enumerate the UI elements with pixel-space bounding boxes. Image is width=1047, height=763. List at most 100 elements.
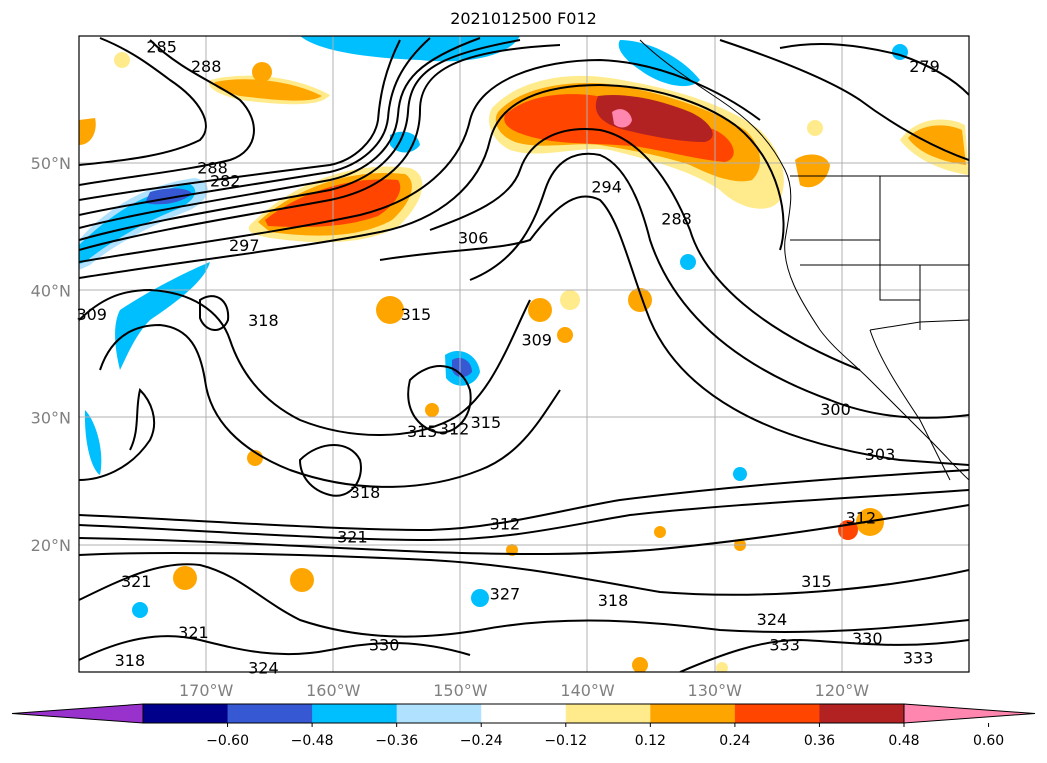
colorbar-tick-label: 0.60 [973,733,1004,749]
contour-line [79,288,531,436]
contour-label: 306 [458,229,489,248]
contour-line [719,39,969,161]
contour-label: 297 [229,236,260,255]
contour-label: 318 [350,483,381,502]
contour-line [79,551,969,596]
contour-label: 279 [909,57,940,76]
shade-dot-13 [132,602,148,618]
map-frame [78,35,970,673]
shade-neg-top2 [618,40,700,87]
longitude-label: 130°W [688,681,743,700]
shade-neg-coast [84,410,102,475]
colorbar-tick-label: −0.60 [206,733,249,749]
colorbar-tick-label: 0.48 [888,733,919,749]
contour-line [79,635,471,661]
contour-label: 333 [769,636,800,655]
coastlines [639,39,969,481]
shade-coast-pink [612,109,632,128]
contour-label: 309 [521,330,552,349]
latitude-label: 20°N [31,536,71,555]
shade-dot-1 [376,296,404,324]
longitude-label: 150°W [433,681,488,700]
contour-line [79,37,481,229]
shade-dot-15 [733,467,747,481]
contour-label: 288 [191,57,222,76]
contour-label: 324 [757,610,788,629]
shade-dot-9 [290,568,314,592]
contour-line [79,563,969,638]
colorbar-segment [312,704,398,723]
shade-dot-22 [114,52,130,68]
contour-label: 315 [401,305,432,324]
contour-line [79,44,561,251]
colorbar-extend-high [903,703,1036,724]
contour-line [779,43,969,96]
contour-line [407,365,472,434]
contour-label: 303 [865,445,896,464]
contour-label: 327 [490,585,521,604]
colorbar-segment [819,704,905,723]
contour-label: 300 [820,400,851,419]
contour-label: 333 [903,648,934,667]
longitude-label: 170°W [179,681,234,700]
north-america-coast [639,39,969,481]
colorbar-tick-label: −0.24 [460,733,503,749]
latitude-label: 50°N [31,154,71,173]
shade-dot-20 [632,657,648,672]
contour-label: 285 [146,38,177,57]
contour-line [79,37,431,216]
contour-label: 318 [115,651,146,670]
baja-coast [869,329,951,481]
contour-label: 321 [178,623,209,642]
latitude-label: 30°N [31,409,71,428]
contour-line [79,504,969,556]
colorbar-tick-label: 0.24 [719,733,750,749]
colorbar-segment [227,704,313,723]
contour-line [379,195,969,466]
shade-dot-18 [654,526,666,538]
shade-dot-4 [628,288,652,312]
longitude-label: 120°W [815,681,870,700]
contour-line [79,469,969,532]
colorbar-segment [650,704,736,723]
colorbar-tick-label: 0.12 [635,733,666,749]
shade-dot-23 [252,62,272,82]
contour-label: 315 [471,413,502,432]
map-title: 2021012500 F012 [450,9,597,28]
contour-label: 294 [591,178,622,197]
contour-label: 312 [846,508,877,527]
contour-label: 315 [407,422,438,441]
contour-label: 312 [490,515,521,534]
contour-label: 321 [121,572,152,591]
shade-neg-swirl [115,262,210,370]
contour-label: 330 [852,629,883,648]
longitude-labels: 170°W 160°W 150°W 140°W 130°W 120°W [179,681,869,700]
contour-label: 282 [210,171,241,190]
shade-dot-2 [528,298,552,322]
state-border [879,240,920,301]
colorbar-tick-label: −0.12 [544,733,587,749]
shade-coast-darkred [595,94,713,142]
shade-neg-west-cyan [79,184,196,264]
contour-label: 318 [248,311,279,330]
shade-bc [795,154,830,188]
colorbar-frame [142,703,905,724]
contour-label: 312 [439,419,470,438]
contour-label: 330 [369,636,400,655]
longitude-label: 160°W [306,681,361,700]
contour-line [79,39,521,241]
shade-dot-14 [471,589,489,607]
colorbar-segment [565,704,651,723]
contour-line [469,152,969,419]
contour-lines [79,37,969,672]
colorbar-tick-label: 0.36 [804,733,835,749]
shade-neg-top [300,36,520,62]
colorbar-extend-low [11,703,144,724]
shade-dot-6 [425,403,439,417]
shade-east-orange2 [908,125,966,165]
shade-dot-21 [716,662,728,672]
colorbar: −0.60 −0.48 −0.36 −0.24 −0.12 0.12 0.24 0.36 0.4… [11,703,1036,749]
contour-line [79,39,255,186]
